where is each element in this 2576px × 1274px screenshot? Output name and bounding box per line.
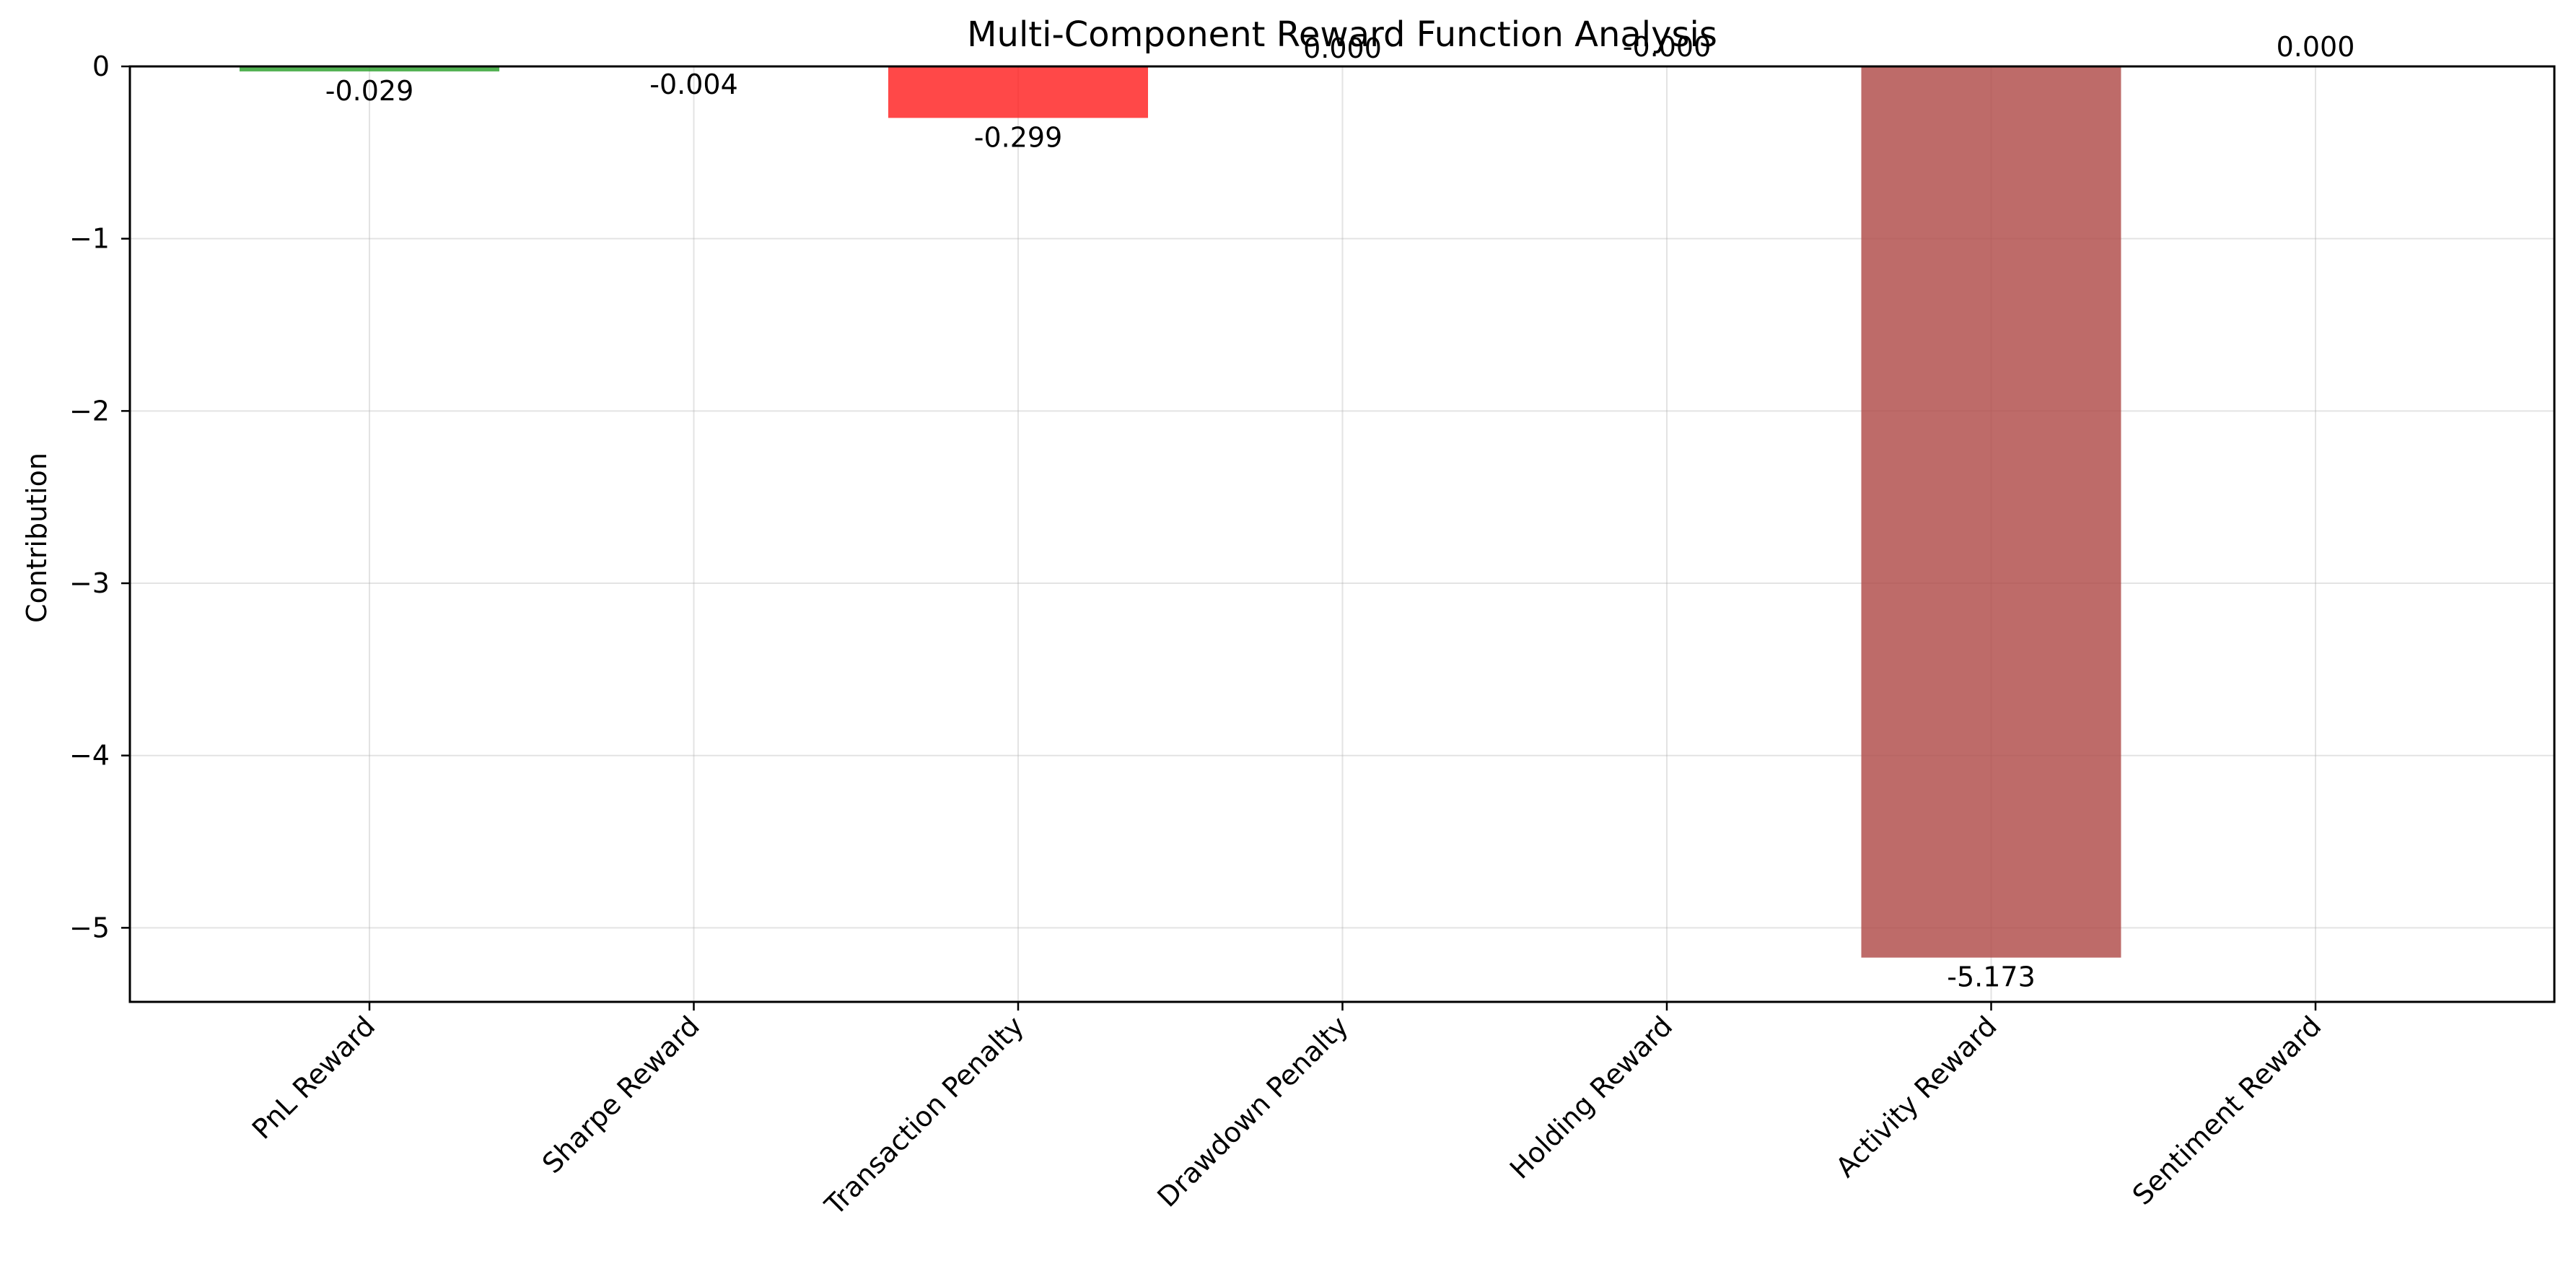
x-tick-label: Activity Reward — [1830, 1010, 2003, 1183]
x-tick-label: Transaction Penalty — [818, 1010, 1030, 1221]
x-tick-label: Drawdown Penalty — [1151, 1010, 1354, 1213]
bar-value-label: 0.000 — [1303, 32, 1382, 64]
bar — [1861, 66, 2121, 958]
bar-value-label: -5.173 — [1947, 961, 2036, 993]
bar-value-label: -0.029 — [325, 75, 414, 107]
bars-layer — [240, 66, 2445, 958]
bar-value-label: -0.004 — [649, 69, 738, 100]
x-tick-label: Sentiment Reward — [2126, 1010, 2328, 1211]
y-tick-label: −3 — [69, 567, 110, 599]
bar-value-label: 0.000 — [2277, 31, 2355, 63]
bar-value-label: -0.000 — [1623, 31, 1712, 63]
grid-layer — [130, 66, 2554, 1002]
y-tick-label: 0 — [92, 51, 110, 82]
value-labels-layer: -0.029 -0.004 -0.299 0.000 -0.000 -5.173 0.000 — [325, 31, 2355, 993]
bar — [888, 66, 1148, 118]
x-tick-label: PnL Reward — [246, 1010, 381, 1145]
y-axis-label: Contribution — [21, 453, 53, 623]
x-tick-label: Sharpe Reward — [536, 1010, 706, 1179]
y-tick-label: −2 — [69, 395, 110, 427]
chart-title: Multi-Component Reward Function Analysis — [967, 14, 1717, 55]
y-tick-label: −5 — [69, 912, 110, 943]
bar — [240, 66, 499, 71]
y-tick-label: −4 — [69, 740, 110, 772]
x-tick-label: Holding Reward — [1504, 1010, 1678, 1184]
y-tick-label: −1 — [69, 223, 110, 255]
bar-value-label: -0.299 — [974, 121, 1063, 153]
